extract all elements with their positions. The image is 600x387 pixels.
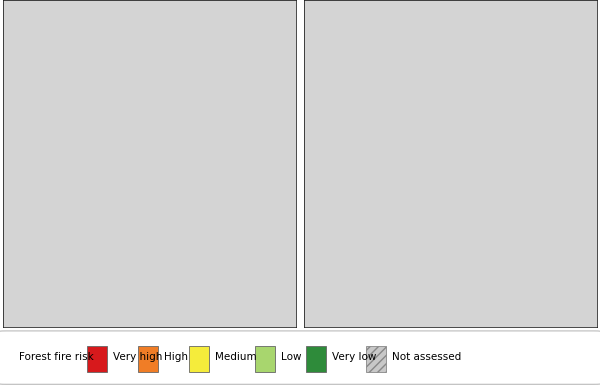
- Text: Low: Low: [281, 352, 301, 362]
- Bar: [189, 346, 209, 372]
- Bar: [138, 346, 158, 372]
- Bar: [87, 346, 107, 372]
- Text: Forest fire risk: Forest fire risk: [19, 352, 94, 362]
- Text: High: High: [164, 352, 188, 362]
- Bar: [366, 346, 386, 372]
- Text: Not assessed: Not assessed: [392, 352, 461, 362]
- FancyBboxPatch shape: [0, 331, 600, 384]
- Text: Very low: Very low: [332, 352, 376, 362]
- Bar: [255, 346, 275, 372]
- Text: Medium: Medium: [215, 352, 256, 362]
- Text: Very high: Very high: [113, 352, 162, 362]
- Bar: [306, 346, 326, 372]
